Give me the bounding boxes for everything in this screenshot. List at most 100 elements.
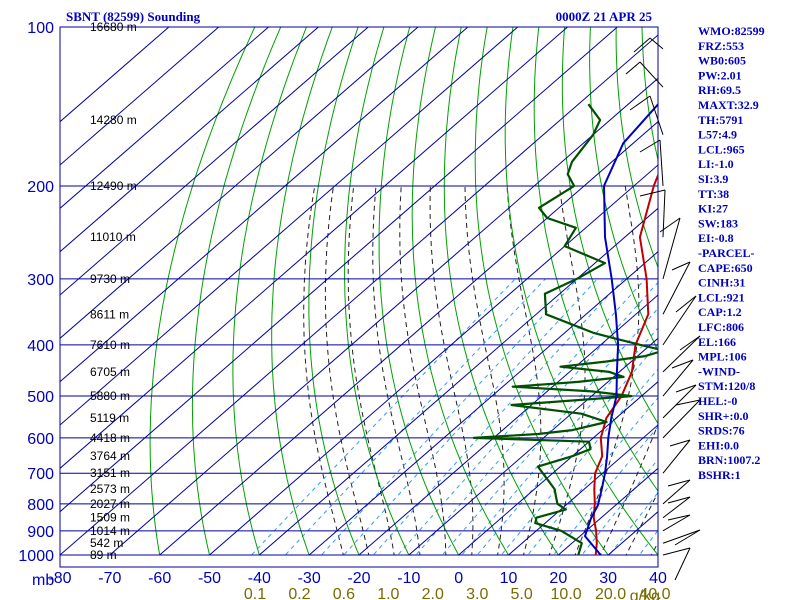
- index-entry: CINH:31: [698, 276, 745, 290]
- wind-barb-staff: [662, 189, 666, 238]
- mixing-ratio-line: [250, 278, 516, 555]
- temperature-tick-label: -30: [298, 570, 321, 587]
- wind-barb-flag: [667, 514, 691, 521]
- temperature-tick-label: -50: [198, 570, 221, 587]
- temperature-tick-label: 10: [500, 570, 518, 587]
- height-label: 8611 m: [90, 307, 129, 321]
- dewpoint-trace: [472, 103, 658, 555]
- isotherm-line: [457, 381, 658, 555]
- isotherm-line: [60, 27, 170, 123]
- temperature-tick-label: -60: [148, 570, 171, 587]
- height-label: 16680 m: [90, 20, 137, 34]
- sounding-traces: [472, 102, 658, 555]
- mixing-ratio-tick-labels: 0.1 0.2 0.6 1.0 2.0 3.0 5.0 10.0 20.0 40.0: [244, 586, 671, 600]
- isotherm-line: [507, 424, 658, 555]
- index-entry: CAPE:650: [698, 261, 753, 275]
- height-label: 4418 m: [90, 431, 130, 445]
- height-label: 11010 m: [90, 230, 136, 244]
- wind-barb-staff: [662, 261, 691, 315]
- mixing-ratio-tick-label: 5.0: [511, 586, 533, 600]
- plot-frame: [59, 26, 659, 568]
- wind-barb-flag: [674, 547, 691, 581]
- index-entry: WB0:605: [698, 54, 746, 68]
- wind-barb-flag: [633, 37, 651, 53]
- stability-indices-panel: WMO:82599FRZ:553WB0:605PW:2.01RH:69.5MAX…: [698, 24, 765, 482]
- isotherm-line: [358, 294, 658, 555]
- index-entry: BSHR:1: [698, 468, 741, 482]
- mixing-ratio-tick-label: 20.0: [595, 586, 626, 600]
- moist-adiabat-line: [625, 491, 658, 555]
- wind-barbs: [625, 37, 701, 581]
- mixing-ratio-tick-label: 0.6: [333, 586, 355, 600]
- temperature-tick-label: -80: [48, 570, 71, 587]
- index-entry: RH:69.5: [698, 83, 741, 97]
- index-entry: HEL:-0: [698, 394, 737, 408]
- wind-barb-staff: [662, 335, 701, 373]
- height-label: 2027 m: [90, 497, 130, 511]
- dry-adiabat-lines: [149, 15, 800, 566]
- index-entry: TT:38: [698, 187, 729, 201]
- isotherm-line: [60, 27, 270, 209]
- index-entry: LCL:965: [698, 142, 745, 156]
- mixing-ratio-tick-label: 1.0: [377, 586, 399, 600]
- mixing-ratio-tick-label: 3.0: [466, 586, 488, 600]
- height-label: 542 m: [90, 536, 123, 550]
- height-label: 14280 m: [90, 113, 137, 127]
- wind-barb-flag: [675, 399, 701, 406]
- dry-adiabat-line: [561, 27, 658, 425]
- wind-barb-flag: [629, 95, 651, 111]
- temperature-tick-label: 30: [599, 570, 617, 587]
- height-label: 5880 m: [90, 389, 130, 403]
- wind-barb-flag: [667, 479, 691, 487]
- dry-adiabat-line: [232, 27, 308, 555]
- isotherm-line: [60, 34, 658, 555]
- index-entry: TH:5791: [698, 113, 743, 127]
- height-label: 12490 m: [90, 179, 137, 193]
- temperature-tick-label: -20: [347, 570, 370, 587]
- dry-adiabat-line: [589, 27, 658, 352]
- index-entry: EHI:0.0: [698, 438, 739, 452]
- height-label: 2573 m: [90, 482, 130, 496]
- mixing-ratio-tick-label: 2.0: [422, 586, 444, 600]
- wind-barb-flag: [639, 139, 661, 153]
- wind-barb-staff: [662, 384, 697, 419]
- height-label: 9730 m: [90, 272, 130, 286]
- index-entry: LCL:921: [698, 290, 745, 304]
- dry-adiabat-line: [271, 27, 333, 555]
- wind-barb-staff: [639, 61, 664, 88]
- index-entry: SW:183: [698, 216, 738, 230]
- wind-barb-flag: [674, 529, 701, 546]
- wind-barb-staff: [662, 529, 701, 544]
- dry-adiabat-line: [308, 27, 360, 555]
- index-entry: KI:27: [698, 202, 728, 216]
- isotherm-line: [158, 121, 658, 555]
- index-entry: CAP:1.2: [698, 305, 742, 319]
- index-entry: PW:2.01: [698, 68, 742, 82]
- pressure-axis-label: mb: [32, 572, 54, 589]
- isotherm-line: [408, 337, 658, 555]
- wind-barb-staff: [662, 295, 697, 346]
- mixing-ratio-line: [320, 278, 578, 555]
- wind-barb-flag: [639, 189, 666, 197]
- isotherm-line: [60, 27, 320, 253]
- wind-barb-staff: [649, 95, 664, 135]
- dry-adiabat-line: [533, 27, 658, 492]
- wind-barb-flag: [667, 496, 691, 504]
- temperature-tick-label: -10: [397, 570, 420, 587]
- dry-adiabat-line: [615, 27, 658, 269]
- index-entry: LI:-1.0: [698, 157, 734, 171]
- index-entry: SRDS:76: [698, 424, 745, 438]
- wind-barb-staff: [649, 37, 664, 50]
- wind-barb-flag: [671, 359, 694, 369]
- temperature-trace: [592, 172, 658, 555]
- temperature-tick-labels: -80 -70 -60 -50 -40 -30 -20 -10 0 10 20 30 40: [48, 570, 667, 587]
- dry-adiabat-line: [769, 15, 800, 566]
- isotherm-lines: [60, 27, 658, 555]
- isotherm-line: [60, 27, 619, 513]
- height-label: 1014 m: [90, 524, 130, 538]
- index-entry: BRN:1007.2: [698, 453, 760, 467]
- index-entry: MAXT:32.9: [698, 98, 759, 112]
- isotherm-line: [109, 77, 658, 555]
- pressure-tick-label: 600: [27, 431, 54, 448]
